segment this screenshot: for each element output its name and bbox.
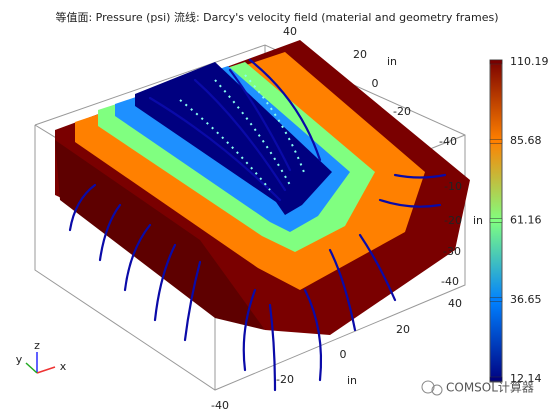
axis-label: in <box>387 55 397 68</box>
axis-tick-label: -40 <box>439 135 457 148</box>
axis-tick-label: 20 <box>353 48 367 61</box>
colorbar-label: 36.65 <box>510 293 542 306</box>
axis-tick-label: -40 <box>211 399 229 412</box>
colorbar-label: 61.16 <box>510 214 542 227</box>
colorbar: 110.19 85.68 61.16 36.65 12.14 <box>489 55 549 385</box>
bottom-axis: 40 20 0 in -20 -40 <box>211 297 462 412</box>
top-axis: 40 20 in 0 -20 -40 <box>283 25 457 148</box>
triad-label: x <box>60 360 67 373</box>
axis-tick-label: -20 <box>393 105 411 118</box>
colorbar-marker <box>489 297 503 303</box>
colorbar-marker <box>489 138 503 144</box>
triad-label: y <box>16 353 23 366</box>
colorbar-label: 110.19 <box>510 55 549 68</box>
axis-tick-label: 40 <box>448 297 462 310</box>
axis-tick-label: -40 <box>441 275 459 288</box>
axis-tick-label: 20 <box>396 323 410 336</box>
streamlines <box>68 58 447 392</box>
axis-tick-label: 40 <box>283 25 297 38</box>
axis-tick-label: -20 <box>276 373 294 386</box>
triad-label: z <box>34 339 40 352</box>
axis-tick-label: -10 <box>444 180 462 193</box>
axis-tick-label: -20 <box>444 214 462 227</box>
watermark-text: COMSOL计算器 <box>446 380 534 395</box>
axis-label: in <box>473 214 483 227</box>
colorbar-label: 12.14 <box>510 372 542 385</box>
colorbar-marker <box>489 376 503 382</box>
watermark: COMSOL计算器 <box>421 380 534 396</box>
colorbar-marker <box>489 218 503 223</box>
axis-tick-label: -30 <box>443 245 461 258</box>
pressure-isosurfaces <box>55 40 470 335</box>
colorbar-label: 85.68 <box>510 134 542 147</box>
axis-triad: z y x <box>16 339 67 374</box>
axis-tick-label: 0 <box>372 77 379 90</box>
plot-title: 等值面: Pressure (psi) 流线: Darcy's velocity… <box>55 10 498 24</box>
colorbar-marker <box>489 59 503 65</box>
vertical-axis: -10 -20 in -30 -40 <box>441 180 483 288</box>
axis-label: in <box>347 374 357 387</box>
axis-tick-label: 0 <box>340 348 347 361</box>
